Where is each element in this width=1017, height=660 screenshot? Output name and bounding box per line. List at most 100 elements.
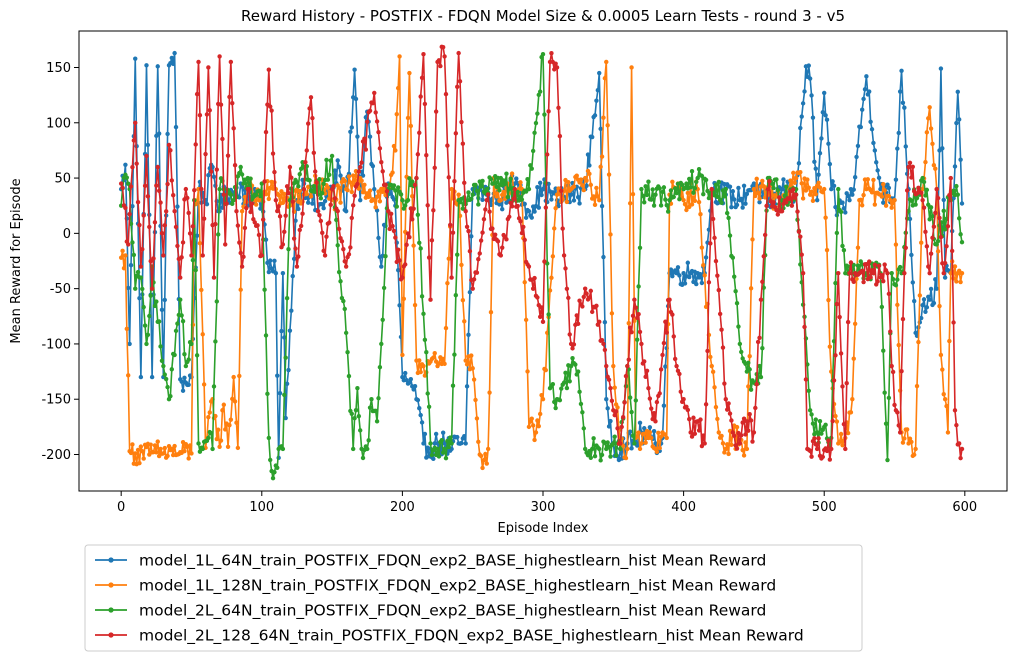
data-point bbox=[497, 187, 502, 193]
data-point bbox=[580, 183, 585, 188]
data-point bbox=[349, 125, 354, 130]
data-point bbox=[140, 286, 145, 292]
data-point bbox=[613, 409, 619, 414]
data-point bbox=[550, 381, 556, 387]
data-point bbox=[120, 185, 125, 190]
data-point bbox=[937, 303, 942, 309]
data-point bbox=[592, 113, 598, 118]
data-point bbox=[505, 194, 511, 200]
data-point bbox=[262, 287, 267, 292]
data-point bbox=[235, 445, 241, 451]
data-point bbox=[923, 309, 928, 315]
data-point bbox=[514, 176, 519, 181]
data-point bbox=[221, 402, 227, 407]
y-tick-label: 100 bbox=[46, 116, 71, 131]
data-point bbox=[658, 203, 664, 208]
data-point bbox=[363, 147, 369, 152]
data-point bbox=[710, 216, 716, 222]
data-point bbox=[415, 397, 421, 403]
data-point bbox=[747, 367, 752, 372]
data-point bbox=[623, 373, 629, 379]
data-point bbox=[751, 430, 757, 435]
data-point bbox=[231, 374, 236, 380]
legend-item: model_1L_64N_train_POSTFIX_FDQN_exp2_BAS… bbox=[95, 552, 766, 571]
data-point bbox=[864, 74, 869, 79]
data-point bbox=[297, 227, 302, 233]
data-point bbox=[897, 430, 903, 435]
data-point bbox=[395, 267, 401, 273]
data-point bbox=[431, 355, 436, 360]
data-point bbox=[696, 199, 702, 205]
data-point bbox=[724, 210, 730, 216]
data-point bbox=[325, 185, 331, 190]
data-point bbox=[325, 177, 331, 182]
data-point bbox=[958, 279, 963, 285]
data-point bbox=[919, 190, 924, 196]
data-point bbox=[199, 287, 204, 293]
data-point bbox=[381, 285, 387, 291]
data-point bbox=[217, 54, 222, 59]
data-point bbox=[947, 193, 952, 198]
data-point bbox=[687, 176, 692, 182]
data-point bbox=[270, 151, 276, 156]
data-point bbox=[561, 253, 567, 258]
data-point bbox=[625, 446, 630, 452]
data-point bbox=[436, 454, 442, 459]
data-point bbox=[741, 416, 747, 421]
data-point bbox=[335, 208, 340, 214]
data-point bbox=[637, 329, 643, 335]
y-tick-label: 150 bbox=[46, 61, 71, 76]
data-point bbox=[687, 204, 692, 210]
data-point bbox=[293, 246, 298, 251]
data-point bbox=[684, 207, 689, 213]
data-point bbox=[401, 296, 406, 302]
x-tick-label: 600 bbox=[952, 500, 977, 515]
data-point bbox=[591, 194, 596, 199]
data-point bbox=[549, 197, 554, 202]
data-point bbox=[758, 374, 764, 380]
data-point bbox=[286, 367, 291, 373]
data-point bbox=[142, 183, 148, 189]
data-point bbox=[896, 342, 901, 348]
data-point bbox=[665, 209, 671, 214]
data-point bbox=[131, 252, 137, 258]
data-point bbox=[424, 152, 429, 158]
data-point bbox=[422, 101, 428, 107]
data-point bbox=[746, 360, 751, 366]
data-point bbox=[653, 192, 658, 197]
data-point bbox=[626, 357, 631, 362]
data-point bbox=[307, 178, 312, 183]
data-point bbox=[827, 457, 833, 462]
data-point bbox=[872, 148, 878, 153]
data-point bbox=[355, 134, 360, 139]
x-tick-label: 200 bbox=[390, 500, 415, 515]
data-point bbox=[436, 58, 442, 63]
data-point bbox=[678, 389, 683, 394]
data-point bbox=[872, 202, 878, 207]
data-point bbox=[440, 450, 446, 455]
legend-box bbox=[84, 544, 863, 652]
data-point bbox=[162, 445, 167, 451]
data-point bbox=[130, 204, 135, 209]
data-point bbox=[260, 217, 266, 222]
data-point bbox=[734, 424, 740, 430]
data-point bbox=[930, 141, 935, 146]
data-point bbox=[661, 403, 667, 408]
data-point bbox=[817, 185, 823, 190]
data-point bbox=[747, 353, 752, 359]
data-point bbox=[670, 179, 675, 184]
data-point bbox=[266, 435, 272, 441]
data-point bbox=[228, 59, 234, 65]
data-point bbox=[599, 154, 605, 159]
data-point bbox=[343, 264, 349, 269]
data-point bbox=[449, 441, 454, 446]
data-point bbox=[462, 319, 467, 324]
data-point bbox=[671, 334, 676, 339]
data-point bbox=[172, 209, 177, 214]
data-point bbox=[748, 387, 754, 392]
data-point bbox=[152, 220, 158, 225]
data-point bbox=[845, 430, 851, 436]
data-point bbox=[799, 114, 804, 119]
data-point bbox=[481, 216, 487, 222]
data-point bbox=[367, 108, 373, 114]
